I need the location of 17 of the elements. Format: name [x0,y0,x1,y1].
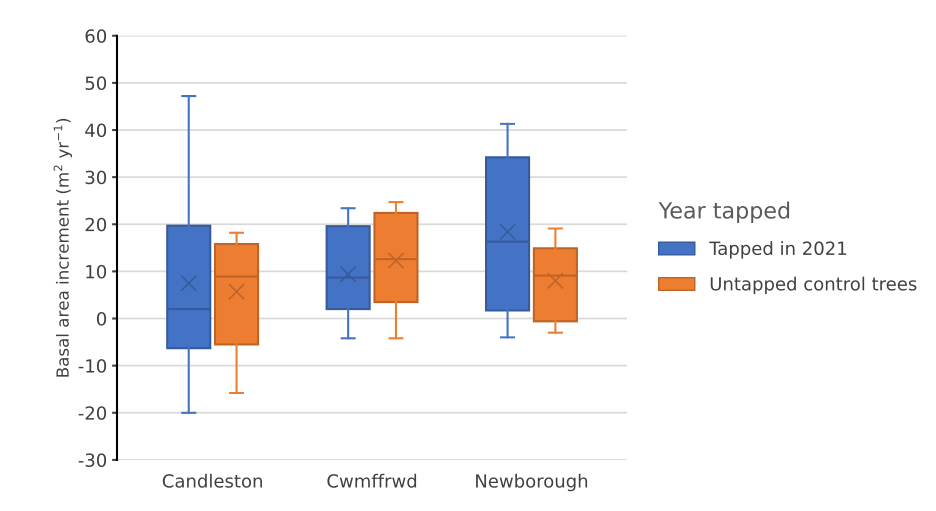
y-tick-label: 40 [85,123,106,138]
legend-label: Tapped in 2021 [709,241,846,259]
y-tick-label: -30 [78,453,106,468]
y-tick-label: -20 [78,406,106,420]
y-tick-label: 50 [86,76,106,90]
x-tick-label: Cwmffrwd [327,474,416,488]
y-tick-label: 0 [96,312,106,326]
legend-label: Untapped control trees [710,276,916,294]
y-axis-title: Basal area increment (m$^{2}$ yr$^{−1}$) [54,118,72,377]
y-tick-label: 10 [86,264,106,279]
y-tick-label: -10 [78,359,106,373]
y-tick-label: 30 [86,170,106,184]
x-tick-label: Newborough [476,474,588,492]
y-tick-label: 20 [86,218,106,232]
x-tick-label: Candleston [162,474,262,488]
legend-title: Year tapped [658,202,790,224]
y-tick-label: 60 [86,29,106,43]
